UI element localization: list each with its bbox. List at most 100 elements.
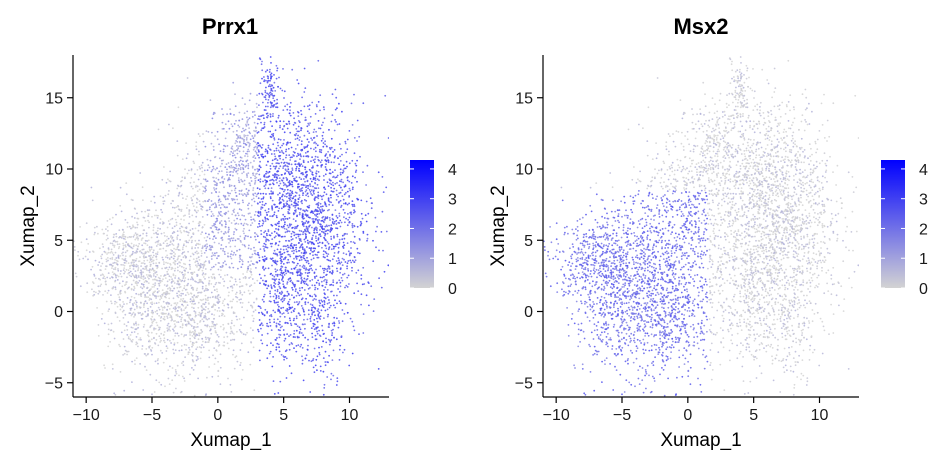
data-point bbox=[246, 120, 249, 123]
data-point bbox=[252, 193, 255, 196]
data-point bbox=[243, 135, 246, 138]
data-point bbox=[368, 304, 370, 307]
data-point bbox=[273, 284, 275, 287]
data-point bbox=[101, 253, 104, 256]
data-point bbox=[353, 205, 356, 208]
data-point bbox=[267, 239, 270, 242]
data-point bbox=[304, 87, 307, 89]
data-point bbox=[309, 317, 312, 320]
data-point bbox=[226, 274, 229, 276]
data-point bbox=[302, 230, 305, 233]
data-point bbox=[318, 127, 320, 130]
data-point bbox=[176, 258, 179, 261]
data-point bbox=[330, 146, 333, 149]
data-point bbox=[291, 172, 293, 174]
data-point bbox=[97, 264, 99, 266]
data-point bbox=[205, 284, 207, 287]
data-point bbox=[283, 274, 286, 276]
data-point bbox=[264, 187, 267, 190]
data-point bbox=[160, 305, 163, 308]
data-point bbox=[249, 292, 252, 295]
data-point bbox=[236, 134, 239, 137]
data-point bbox=[289, 319, 292, 322]
data-point bbox=[134, 363, 136, 365]
data-point bbox=[295, 169, 297, 172]
data-point bbox=[296, 79, 299, 81]
data-point bbox=[352, 241, 355, 244]
data-point bbox=[200, 252, 203, 255]
data-point bbox=[304, 190, 307, 193]
data-point bbox=[231, 154, 234, 157]
data-point bbox=[239, 159, 242, 162]
data-point bbox=[262, 101, 264, 104]
data-point bbox=[198, 200, 201, 203]
data-point bbox=[274, 90, 277, 92]
data-point bbox=[198, 221, 201, 224]
data-point bbox=[309, 391, 312, 393]
data-point bbox=[340, 147, 342, 150]
data-point bbox=[159, 228, 162, 230]
data-point bbox=[228, 185, 231, 188]
data-point bbox=[312, 212, 315, 215]
data-point bbox=[300, 140, 303, 143]
data-point bbox=[366, 233, 369, 236]
data-point bbox=[274, 270, 277, 273]
data-point bbox=[277, 283, 280, 286]
data-point bbox=[301, 273, 303, 275]
data-point bbox=[306, 272, 309, 275]
data-point bbox=[154, 214, 156, 217]
data-point bbox=[289, 247, 292, 250]
data-point bbox=[195, 348, 198, 351]
data-point bbox=[258, 241, 261, 244]
data-point bbox=[283, 173, 286, 175]
data-point bbox=[149, 340, 151, 343]
data-point bbox=[285, 154, 288, 157]
data-point bbox=[306, 184, 308, 187]
data-point bbox=[332, 328, 334, 331]
data-point bbox=[319, 208, 321, 211]
data-point bbox=[286, 170, 288, 173]
data-point bbox=[139, 301, 142, 304]
data-point bbox=[145, 348, 148, 350]
data-point bbox=[333, 129, 336, 132]
data-point bbox=[262, 265, 265, 268]
data-point bbox=[150, 260, 153, 263]
data-point bbox=[341, 257, 344, 260]
data-point bbox=[189, 255, 192, 258]
data-point bbox=[260, 198, 263, 200]
data-point bbox=[267, 146, 270, 149]
data-point bbox=[230, 237, 233, 240]
data-point bbox=[267, 285, 270, 288]
data-point bbox=[246, 309, 249, 312]
data-point bbox=[184, 254, 186, 257]
data-point bbox=[299, 233, 302, 236]
data-point bbox=[297, 163, 299, 166]
data-point bbox=[188, 351, 191, 354]
data-point bbox=[310, 193, 312, 195]
data-point bbox=[133, 217, 136, 219]
data-point bbox=[184, 273, 186, 275]
data-point bbox=[253, 246, 255, 249]
data-point bbox=[171, 311, 174, 313]
data-point bbox=[322, 131, 325, 134]
data-point bbox=[127, 286, 130, 289]
data-point bbox=[234, 293, 237, 295]
data-point bbox=[130, 264, 133, 267]
data-point bbox=[312, 359, 314, 362]
data-point bbox=[137, 311, 140, 314]
data-point bbox=[140, 275, 143, 278]
data-point bbox=[162, 196, 165, 199]
data-point bbox=[258, 188, 261, 191]
data-point bbox=[346, 286, 349, 288]
data-point bbox=[199, 314, 202, 317]
data-point bbox=[322, 215, 325, 218]
data-point bbox=[143, 281, 146, 283]
data-point bbox=[309, 177, 312, 180]
data-point bbox=[307, 292, 309, 295]
data-point bbox=[161, 280, 163, 282]
data-point bbox=[307, 242, 309, 244]
data-point bbox=[247, 267, 250, 270]
data-point bbox=[394, 268, 396, 270]
data-point bbox=[295, 294, 298, 297]
data-point bbox=[250, 218, 253, 221]
